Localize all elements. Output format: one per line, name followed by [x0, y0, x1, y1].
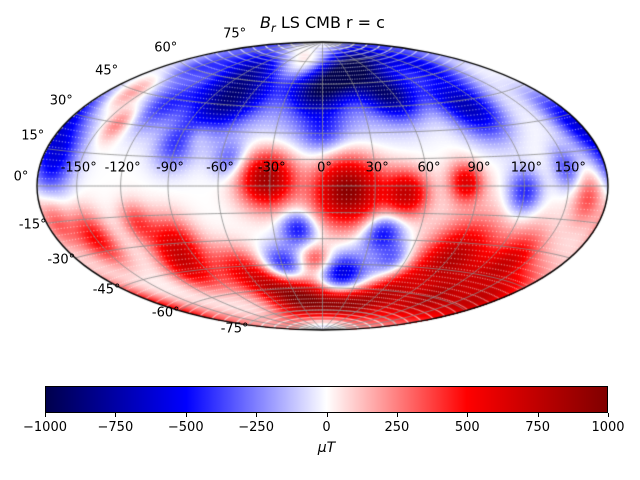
lat-label: 75°: [223, 26, 247, 42]
lat-label: 60°: [154, 40, 178, 56]
colorbar-tick-label: −500: [167, 420, 204, 435]
title-rest: LS CMB r = c: [275, 13, 385, 32]
colorbar-tick-label: −750: [97, 420, 134, 435]
colorbar-tick: [537, 413, 539, 417]
colorbar-tick: [396, 413, 398, 417]
colorbar-tick: [608, 413, 609, 417]
lon-label: 0°: [317, 160, 332, 176]
lat-label: -45°: [92, 282, 121, 298]
lat-label: 15°: [21, 128, 45, 144]
lon-label: 30°: [365, 160, 389, 176]
lon-label: 120°: [510, 160, 543, 176]
title-subscript: r: [271, 21, 276, 36]
lat-label: -60°: [151, 305, 180, 321]
lat-label: 30°: [49, 93, 73, 109]
plot-title: Br LS CMB r = c: [0, 13, 640, 35]
lat-label: 0°: [13, 169, 29, 185]
colorbar-tick: [115, 413, 117, 417]
lat-label: -30°: [47, 252, 76, 268]
lat-label: -15°: [18, 217, 47, 233]
lon-label: -90°: [156, 160, 184, 176]
title-symbol: B: [260, 13, 271, 32]
colorbar-tick-label: 500: [454, 420, 480, 435]
colorbar-tick-label: −1000: [23, 420, 67, 435]
lat-label: -75°: [220, 321, 249, 337]
colorbar-tick: [185, 413, 187, 417]
colorbar-gradient: [46, 387, 607, 412]
colorbar-tick: [326, 413, 328, 417]
lon-label: -120°: [104, 160, 141, 176]
lat-label: 45°: [95, 63, 119, 79]
colorbar-tick: [256, 413, 258, 417]
lon-label: -30°: [257, 160, 286, 176]
colorbar-tick-label: 1000: [591, 420, 625, 435]
colorbar-unit-label: μT: [317, 440, 336, 456]
colorbar: [45, 386, 608, 413]
lon-label: 60°: [417, 160, 441, 176]
colorbar-tick-label: 750: [525, 420, 551, 435]
lon-label: -60°: [206, 160, 234, 176]
colorbar-tick-label: 0: [322, 420, 331, 435]
colorbar-tick: [45, 413, 46, 417]
colorbar-tick-label: 250: [384, 420, 410, 435]
lon-label: 150°: [554, 160, 586, 176]
colorbar-tick: [467, 413, 469, 417]
colorbar-tick-label: −250: [238, 420, 274, 435]
lon-label: -150°: [60, 160, 97, 176]
lon-label: 90°: [467, 160, 491, 176]
